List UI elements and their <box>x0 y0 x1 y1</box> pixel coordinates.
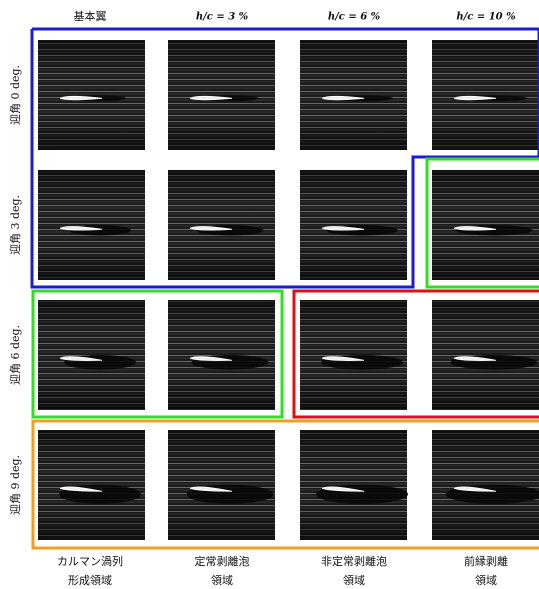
flow-image <box>168 300 275 410</box>
flow-image <box>300 430 408 540</box>
flow-image <box>38 430 145 540</box>
image-shade <box>432 40 539 150</box>
airfoil <box>59 356 103 361</box>
region-label: 非定常剥離泡 <box>321 554 387 568</box>
flow-image <box>432 300 539 410</box>
airfoil <box>453 356 497 361</box>
row-label: 迎角 9 deg. <box>9 455 22 515</box>
airfoil <box>321 486 365 492</box>
airfoil <box>321 226 365 231</box>
image-shade <box>38 300 145 410</box>
airfoil <box>453 486 497 492</box>
column-header: h/c = 6 % <box>328 12 381 23</box>
region-label: 形成領域 <box>68 573 112 587</box>
image-shade <box>168 170 275 280</box>
flow-image <box>38 170 145 280</box>
unsteady-frame <box>30 27 539 289</box>
image-shade <box>38 170 145 280</box>
unsteady-bubble-frame <box>292 289 539 419</box>
steady-bubble-frame <box>31 289 284 419</box>
row-label: 迎角 0 deg. <box>9 65 22 125</box>
image-shade <box>432 300 539 410</box>
image-shade <box>432 170 539 280</box>
flow-image <box>432 430 539 540</box>
airfoil <box>59 226 103 231</box>
region-label: 前縁剥離 <box>464 554 508 568</box>
column-header: h/c = 3 % <box>196 12 249 23</box>
column-header: h/c = 10 % <box>456 12 516 23</box>
column-header: 基本翼 <box>74 9 107 23</box>
flow-image <box>168 40 275 150</box>
airfoil <box>453 226 497 231</box>
image-shade <box>300 40 407 150</box>
region-label: 定常剥離泡 <box>195 554 250 568</box>
flow-image <box>300 40 407 150</box>
flow-image <box>38 300 145 410</box>
flow-image <box>168 170 275 280</box>
flow-image <box>432 170 539 280</box>
airfoil <box>189 486 233 492</box>
image-shade <box>38 40 145 150</box>
labels: 基本翼 h/c = 3 % h/c = 6 % h/c = 10 % 迎角 0 deg.… <box>9 9 516 587</box>
airfoil <box>321 95 365 101</box>
airfoil <box>189 95 233 101</box>
region-frames <box>30 27 539 550</box>
airfoil <box>59 486 103 492</box>
image-shade <box>300 170 407 280</box>
flow-image <box>168 430 275 540</box>
flow-image <box>38 40 145 150</box>
airfoil <box>189 226 233 231</box>
airfoil <box>321 356 365 361</box>
flow-image <box>300 300 407 410</box>
image-shade <box>168 40 275 150</box>
airfoil <box>59 95 103 101</box>
region-label: 領域 <box>211 573 233 587</box>
image-shade <box>300 300 407 410</box>
image-shade <box>168 300 275 410</box>
region-label: 領域 <box>343 573 365 587</box>
row-label: 迎角 6 deg. <box>9 325 22 385</box>
leading-edge-frame <box>425 157 539 289</box>
airfoil <box>189 356 233 361</box>
airfoil <box>453 95 497 101</box>
flow-images <box>38 40 539 540</box>
region-label: カルマン渦列 <box>57 554 123 568</box>
row-label: 迎角 3 deg. <box>9 195 22 255</box>
flow-image <box>300 170 407 280</box>
karman-frame <box>31 419 539 550</box>
flow-image <box>432 40 539 150</box>
region-label: 領域 <box>475 573 497 587</box>
